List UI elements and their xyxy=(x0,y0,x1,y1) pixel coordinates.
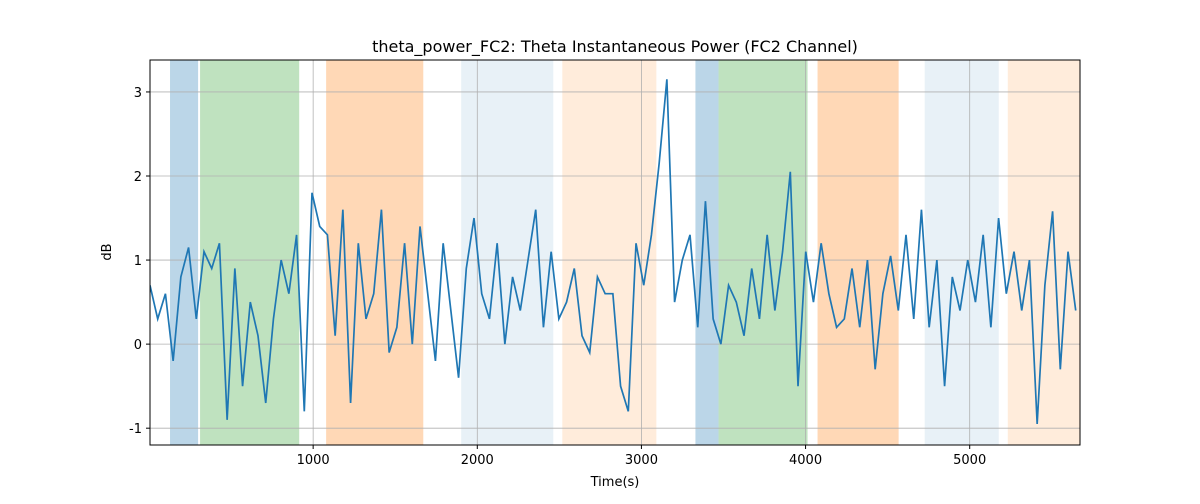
y-tick-label: 1 xyxy=(134,254,142,269)
span xyxy=(718,60,808,445)
x-axis-label: Time(s) xyxy=(590,475,640,490)
span xyxy=(200,60,300,445)
lines xyxy=(150,79,1077,425)
span xyxy=(817,60,899,445)
x-tick-label: 1000 xyxy=(297,453,330,468)
chart-title: theta_power_FC2: Theta Instantaneous Pow… xyxy=(372,37,858,57)
axes: 1000 2000 3000 4000 5000 -1 0 1 2 3 xyxy=(129,86,986,468)
y-tick-label: 3 xyxy=(134,86,142,101)
x-tick-label: 4000 xyxy=(789,453,822,468)
span xyxy=(1007,60,1080,445)
y-tick-label: 2 xyxy=(134,170,142,185)
span xyxy=(461,60,554,445)
y-tick-label: -1 xyxy=(129,422,142,437)
x-tick-label: 3000 xyxy=(625,453,658,468)
y-tick-label: 0 xyxy=(134,338,142,353)
y-axis-label: dB xyxy=(100,243,115,260)
spans xyxy=(170,60,1080,445)
x-tick-label: 2000 xyxy=(461,453,494,468)
span xyxy=(326,60,424,445)
span xyxy=(170,60,199,445)
span xyxy=(562,60,657,445)
data-line xyxy=(150,79,1077,425)
x-tick-label: 5000 xyxy=(953,453,986,468)
span xyxy=(695,60,719,445)
span xyxy=(924,60,999,445)
plot-frame xyxy=(149,59,1081,446)
